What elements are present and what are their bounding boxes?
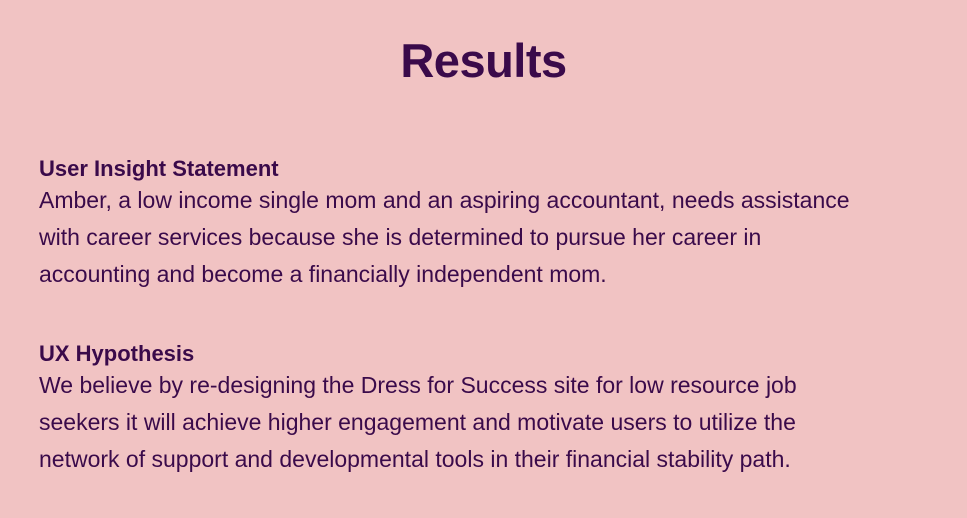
ux-hypothesis-section: UX Hypothesis We believe by re-designing…: [39, 340, 939, 478]
user-insight-line: Amber, a low income single mom and an as…: [39, 187, 850, 213]
ux-hypothesis-line: seekers it will achieve higher engagemen…: [39, 409, 796, 435]
user-insight-line: accounting and become a financially inde…: [39, 261, 607, 287]
ux-hypothesis-heading: UX Hypothesis: [39, 341, 195, 366]
user-insight-section: User Insight Statement Amber, a low inco…: [39, 155, 939, 293]
user-insight-line: with career services because she is dete…: [39, 224, 762, 250]
user-insight-text: Amber, a low income single mom and an as…: [39, 182, 939, 293]
ux-hypothesis-line: We believe by re-designing the Dress for…: [39, 372, 797, 398]
ux-hypothesis-text: We believe by re-designing the Dress for…: [39, 367, 939, 478]
ux-hypothesis-line: network of support and developmental too…: [39, 446, 791, 472]
user-insight-heading: User Insight Statement: [39, 156, 279, 181]
page-title: Results: [400, 34, 567, 87]
